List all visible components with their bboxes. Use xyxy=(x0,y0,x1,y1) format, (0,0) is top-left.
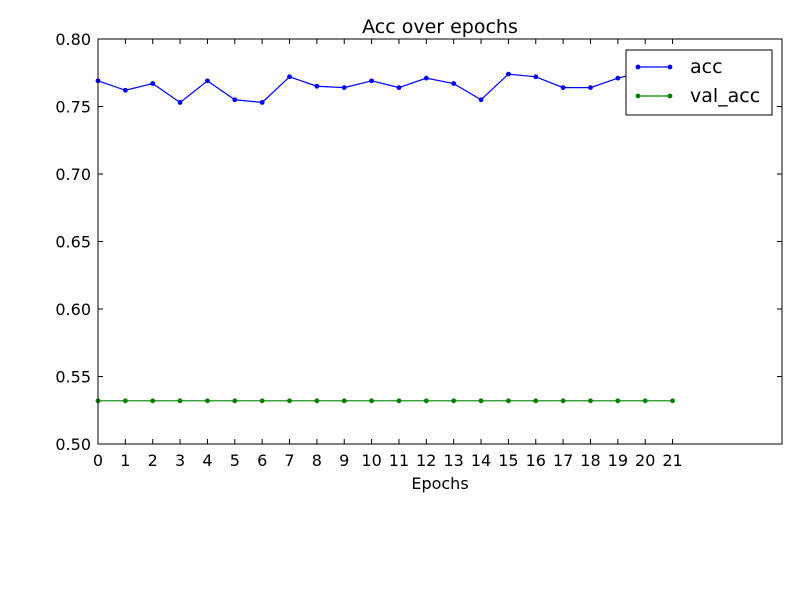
legend-box xyxy=(625,49,773,116)
x-tick-label: 3 xyxy=(175,451,185,470)
x-tick-label: 14 xyxy=(471,451,491,470)
data-point-acc xyxy=(369,78,374,84)
plot-area: 0 1 2 3 4 5 6 7 8 9 10 11 12 13 14 15 16 17 18 19 20 210.500.… xyxy=(55,30,783,470)
data-point-val-acc xyxy=(670,398,675,404)
y-tick-label: 0.50 xyxy=(55,435,91,454)
data-point-val-acc xyxy=(451,398,457,404)
data-point-acc xyxy=(232,97,238,103)
data-point-acc xyxy=(506,71,511,77)
data-point-acc xyxy=(314,83,320,89)
x-tick-label: 5 xyxy=(230,451,240,470)
data-point-val-acc xyxy=(232,398,238,404)
data-point-val-acc xyxy=(396,398,402,404)
x-tick-label: 6 xyxy=(257,451,267,470)
chart-title: Acc over epochs xyxy=(362,16,518,38)
data-point-acc xyxy=(122,87,128,93)
data-point-val-acc xyxy=(478,398,484,404)
data-point-val-acc xyxy=(314,398,320,404)
data-point-acc xyxy=(615,75,621,81)
x-tick-label: 18 xyxy=(580,451,600,470)
x-tick-label: 10 xyxy=(361,451,381,470)
x-tick-label: 11 xyxy=(389,451,409,470)
data-point-acc xyxy=(259,100,265,105)
x-tick-label: 2 xyxy=(148,451,158,470)
legend-label-val-acc: val_acc xyxy=(690,85,760,107)
x-tick-label: 1 xyxy=(120,451,130,470)
x-tick-label: 15 xyxy=(498,451,518,470)
data-point-acc xyxy=(451,81,457,86)
data-point-val-acc xyxy=(150,398,156,404)
x-tick-label: 13 xyxy=(444,451,464,470)
data-point-val-acc xyxy=(642,398,648,404)
x-tick-label: 16 xyxy=(526,451,546,470)
data-point-val-acc xyxy=(506,398,511,404)
x-tick-label: 17 xyxy=(553,451,573,470)
data-point-acc xyxy=(588,85,593,90)
data-point-acc xyxy=(287,74,292,80)
data-point-acc xyxy=(478,97,484,103)
y-tick-label: 0.80 xyxy=(55,30,91,49)
x-tick-label: 12 xyxy=(416,451,436,470)
data-point-val-acc xyxy=(588,398,593,404)
legend-marker-val-acc xyxy=(667,93,673,99)
y-tick-label: 0.60 xyxy=(55,300,91,319)
data-point-val-acc xyxy=(287,398,292,404)
x-tick-label: 4 xyxy=(202,451,212,470)
x-tick-label: 9 xyxy=(339,451,349,470)
data-point-acc xyxy=(423,75,429,81)
data-point-acc xyxy=(396,85,402,90)
data-point-val-acc xyxy=(560,398,566,404)
data-point-acc xyxy=(341,85,347,90)
ticks-layer: 0 1 2 3 4 5 6 7 8 9 10 11 12 13 14 15 16 17 18 19 20 210.500.… xyxy=(55,30,782,470)
data-point-val-acc xyxy=(259,398,265,404)
data-point-val-acc xyxy=(369,398,374,404)
data-point-acc xyxy=(533,74,539,80)
x-tick-label: 7 xyxy=(284,451,294,470)
legend: acc val_acc xyxy=(625,49,773,116)
x-tick-label: 21 xyxy=(662,451,682,470)
y-tick-label: 0.70 xyxy=(55,165,91,184)
x-axis-label: Epochs xyxy=(411,474,468,493)
data-point-val-acc xyxy=(423,398,429,404)
y-tick-label: 0.55 xyxy=(55,368,91,387)
legend-marker-acc xyxy=(635,64,641,70)
data-point-acc xyxy=(560,85,566,90)
x-tick-label: 20 xyxy=(635,451,655,470)
x-tick-label: 8 xyxy=(312,451,322,470)
data-point-val-acc xyxy=(177,398,183,404)
data-point-acc xyxy=(150,81,156,86)
legend-label-acc: acc xyxy=(690,56,723,78)
data-point-val-acc xyxy=(205,398,210,404)
data-point-val-acc xyxy=(341,398,347,404)
y-tick-label: 0.65 xyxy=(55,233,91,252)
x-tick-label: 19 xyxy=(608,451,628,470)
data-point-val-acc xyxy=(615,398,621,404)
data-point-val-acc xyxy=(533,398,539,404)
legend-marker-val-acc xyxy=(635,93,641,99)
y-tick-label: 0.75 xyxy=(55,98,91,117)
data-point-val-acc xyxy=(122,398,128,404)
legend-marker-acc xyxy=(667,64,673,70)
data-point-acc xyxy=(205,78,210,84)
data-point-acc xyxy=(177,100,183,105)
series-line-acc xyxy=(97,70,673,104)
x-tick-label: 0 xyxy=(93,451,103,470)
